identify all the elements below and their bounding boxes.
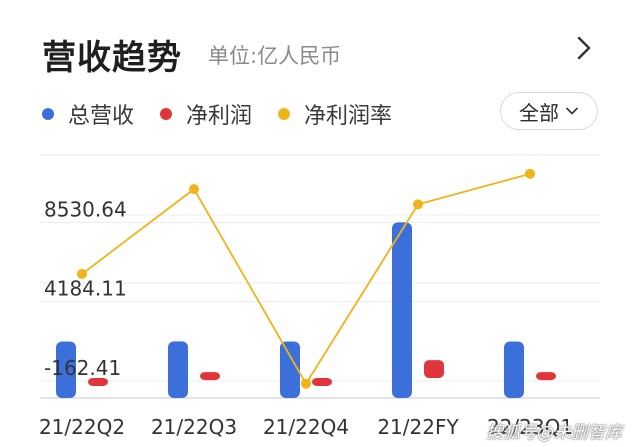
bar-revenue: [504, 341, 524, 398]
x-tick-label: 21/22Q3: [151, 415, 237, 439]
bar-net-profit: [312, 377, 332, 386]
legend-dot-revenue: [42, 108, 54, 120]
point-net-margin: [301, 378, 311, 389]
y-tick-label: 4184.11: [44, 277, 127, 301]
bar-net-profit: [536, 372, 556, 381]
chart-legend: 总营收 净利润 净利润率: [42, 98, 418, 130]
bar-revenue: [168, 341, 188, 398]
y-tick-label: -162.41: [44, 356, 121, 380]
filter-label: 全部: [519, 100, 559, 125]
x-tick-label: 21/22Q4: [263, 415, 349, 439]
x-tick-label: 22/23Q1: [487, 415, 573, 439]
legend-item-net-margin: 净利润率: [278, 98, 392, 130]
chevron-down-icon: [566, 107, 578, 115]
bar-revenue: [280, 341, 300, 398]
legend-dot-net-profit: [160, 108, 173, 120]
point-net-margin: [189, 184, 199, 195]
point-net-margin: [77, 269, 87, 279]
legend-label-revenue: 总营收: [68, 104, 135, 129]
watermark-text: 搜狐号@未删智库: [486, 423, 622, 443]
bar-net-profit: [424, 360, 444, 378]
x-tick-label: 21/22FY: [377, 415, 459, 439]
legend-item-revenue: 总营收: [42, 98, 134, 130]
bar-revenue: [392, 222, 412, 398]
line-net-margin: [81, 172, 531, 386]
point-net-margin: [413, 199, 423, 210]
x-tick-label: 21/22Q2: [39, 415, 125, 439]
chevron-right-icon[interactable]: [570, 34, 598, 62]
bar-net-profit: [200, 372, 220, 381]
filter-all-button[interactable]: 全部: [500, 92, 598, 130]
unit-label: 单位:亿人民币: [208, 44, 342, 68]
point-net-margin: [525, 168, 535, 179]
card-title: 营收趋势: [42, 38, 182, 78]
bar-net-profit: [88, 377, 108, 386]
legend-dot-net-margin: [278, 108, 291, 120]
legend-item-net-profit: 净利润: [160, 98, 252, 130]
bar-revenue: [56, 341, 76, 398]
legend-label-net-profit: 净利润: [186, 104, 253, 129]
y-tick-label: 8530.64: [44, 197, 127, 221]
legend-label-net-margin: 净利润率: [304, 104, 393, 129]
